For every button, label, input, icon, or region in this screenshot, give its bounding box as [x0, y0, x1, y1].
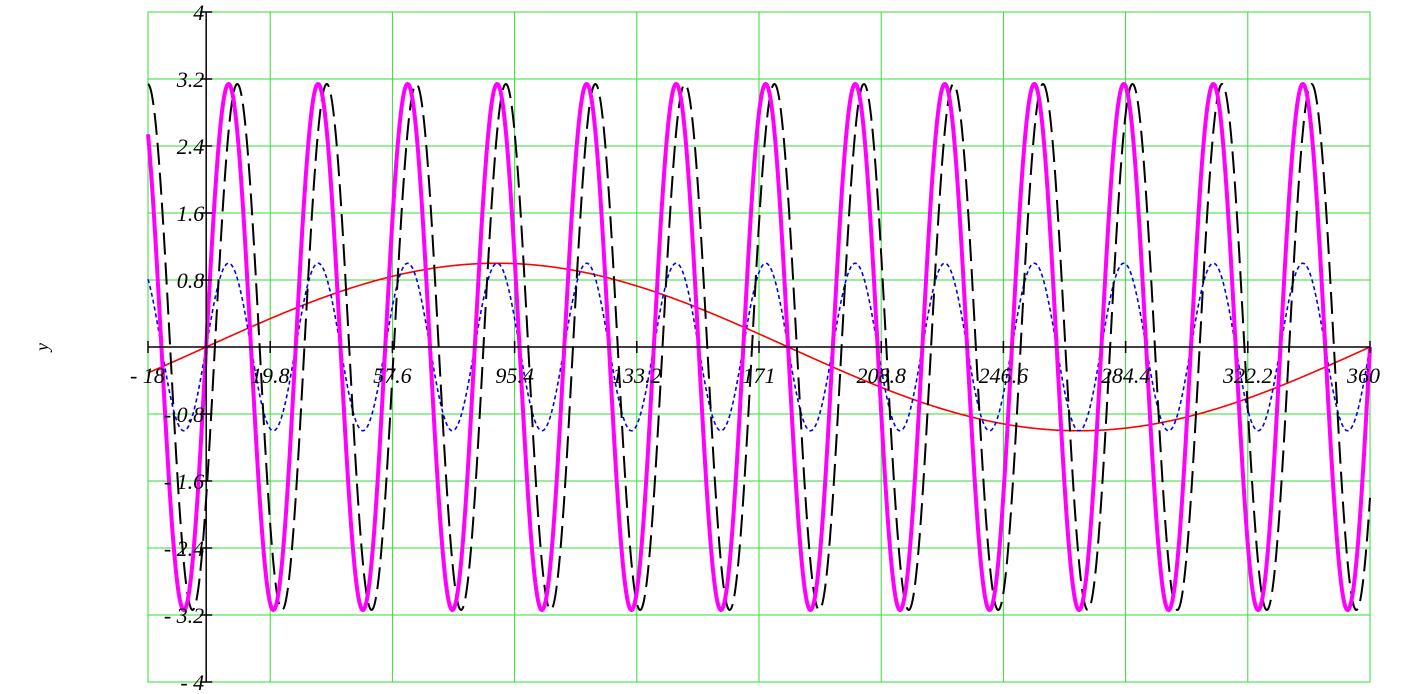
axes: [147, 11, 1371, 683]
x-tick-label: 208.8: [856, 363, 906, 388]
y-tick-label: - 4: [180, 670, 204, 694]
x-tick-label: - 18: [130, 363, 165, 388]
y-tick-label: 1.6: [177, 201, 205, 226]
x-tick-labels: - 18 19.8 57.6 95.4 133.2 171 208.8 246.6 284.4 3…: [130, 363, 1380, 388]
y-tick-labels: - 4 - 3.2 - 2.4 - 1.6 - 0.8 0.8 1.6 2.4 3.2 4: [164, 0, 204, 694]
y-tick-label: 3.2: [176, 67, 205, 92]
grid: [147, 11, 1371, 683]
x-tick-label: 95.4: [495, 363, 534, 388]
series-line-3: [147, 83, 1371, 611]
series-line-4: [146, 82, 1372, 612]
y-tick-label: - 3.2: [164, 603, 204, 628]
x-tick-label: 360: [1346, 363, 1380, 388]
x-tick-label: 246.6: [979, 363, 1029, 388]
x-tick-label: 57.6: [373, 363, 412, 388]
x-tick-label: 133.2: [612, 363, 662, 388]
y-tick-label: 2.4: [177, 134, 205, 159]
series-line-1: [147, 262, 1371, 432]
y-tick-label: - 0.8: [164, 402, 204, 427]
x-tick-label: 284.4: [1101, 363, 1151, 388]
y-tick-label: 0.8: [177, 268, 205, 293]
series-layer: [146, 82, 1372, 612]
y-tick-label: - 2.4: [164, 536, 204, 561]
x-tick-label: 171: [743, 363, 776, 388]
x-tick-label: 322.2: [1222, 363, 1273, 388]
y-axis-label: y: [32, 343, 52, 353]
x-tick-label: 19.8: [251, 363, 290, 388]
y-tick-label: - 1.6: [164, 469, 204, 494]
y-tick-label: 4: [193, 0, 204, 25]
